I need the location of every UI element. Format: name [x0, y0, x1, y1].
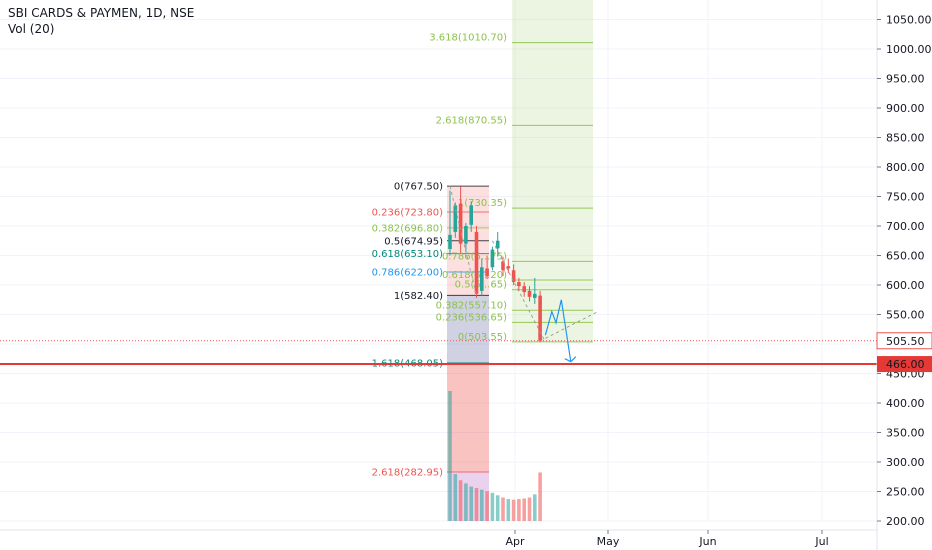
fib-short-label-4: 0.618(653.10) [372, 249, 444, 260]
volume-bars [448, 391, 542, 521]
volume-bar-7 [485, 491, 489, 521]
fib-long-label-3: 0.786(6...75) [442, 251, 507, 262]
candle-body-16 [533, 293, 537, 298]
price-tick-label-300: 300.00 [886, 456, 925, 469]
fib-short-label-8: 2.618(282.95) [372, 468, 444, 479]
price-tick-label-250: 250.00 [886, 486, 925, 499]
volume-bar-13 [517, 499, 521, 521]
symbol-title: SBI CARDS & PAYMEN, 1D, NSE [8, 6, 195, 20]
fib-long-trend-2 [539, 311, 599, 342]
volume-bar-14 [522, 498, 526, 521]
fib-short-trend [449, 186, 477, 296]
candle-body-11 [506, 266, 511, 269]
volume-bar-9 [495, 495, 500, 521]
candle-body-12 [511, 270, 516, 283]
candle-body-2 [458, 203, 463, 244]
time-tick-label-May: May [597, 535, 620, 548]
fib-short-label-5: 0.786(622.00) [372, 268, 444, 279]
projection-arrow [564, 356, 577, 363]
time-tick-label-Jul: Jul [814, 535, 828, 548]
volume-indicator-label[interactable]: Vol (20) [8, 22, 55, 36]
candle-body-17 [538, 295, 542, 341]
candle-body-9 [495, 240, 500, 249]
fib-long-label-0: 3.618(1010.70) [429, 33, 507, 44]
candle-body-7 [485, 268, 489, 277]
support-badge-label: 466.00 [886, 358, 925, 371]
fib-long-label-6: 0.382(557.10) [436, 300, 508, 311]
candle-body-1 [453, 205, 458, 232]
price-tick-label-600: 600.00 [886, 279, 925, 292]
fib-short-label-6: 1(582.40) [394, 291, 443, 302]
fib-long-label-7: 0.236(536.65) [436, 312, 508, 323]
fib-short-blue-zone [447, 295, 489, 363]
fib-short-label-2: 0.382(696.80) [372, 223, 444, 234]
volume-bar-15 [527, 497, 532, 521]
price-tick-label-950: 950.00 [886, 73, 925, 86]
price-tick-label-700: 700.00 [886, 220, 925, 233]
volume-bar-1 [453, 474, 458, 521]
fib-long-trend [491, 240, 546, 343]
grid [0, 0, 877, 522]
price-tick-label-650: 650.00 [886, 250, 925, 263]
price-tick-label-400: 400.00 [886, 397, 925, 410]
candle-body-5 [474, 231, 479, 294]
candles [448, 186, 542, 343]
candle-body-14 [522, 286, 526, 293]
candle-body-4 [469, 205, 473, 225]
candle-body-0 [448, 234, 452, 250]
price-axis[interactable]: 200.00250.00300.00350.00400.00450.00500.… [876, 0, 932, 550]
fib-long-label-2: 1(730.35) [458, 198, 507, 209]
volume-bar-10 [501, 497, 505, 521]
fib-long-zone [512, 0, 593, 342]
price-tick-label-1000: 1000.00 [886, 43, 932, 56]
last-price-badge [876, 332, 932, 350]
projection-line [544, 299, 572, 362]
fib-zones [447, 0, 593, 521]
volume-bar-8 [490, 492, 495, 521]
volume-bar-5 [474, 488, 479, 521]
volume-bar-2 [458, 480, 463, 521]
time-tick-label-Apr: Apr [505, 535, 525, 548]
fib-long-label-4: 0.618(5...20) [442, 270, 507, 281]
volume-bar-3 [464, 483, 468, 521]
last-price-badge-label: 505.50 [886, 335, 925, 348]
candle-body-13 [517, 282, 521, 287]
volume-bar-16 [533, 494, 537, 521]
fib-short-label-1: 0.236(723.80) [372, 207, 444, 218]
candle-body-10 [501, 261, 505, 271]
price-tick-label-800: 800.00 [886, 161, 925, 174]
fib-short-label-3: 0.5(674.95) [384, 236, 443, 247]
volume-bar-4 [469, 486, 473, 521]
fib-long-label-1: 2.618(870.55) [436, 115, 508, 126]
time-tick-label-Jun: Jun [698, 535, 716, 548]
price-tick-label-1050: 1050.00 [886, 14, 932, 27]
price-tick-label-350: 350.00 [886, 427, 925, 440]
volume-bar-6 [480, 489, 484, 521]
volume-bar-0 [448, 391, 452, 521]
projection-path [449, 186, 599, 363]
price-tick-label-200: 200.00 [886, 515, 925, 528]
candle-body-3 [464, 226, 468, 244]
fib-short-ext-zone [447, 362, 489, 473]
candle-body-15 [527, 290, 532, 297]
volume-bar-11 [506, 499, 511, 521]
price-tick-label-750: 750.00 [886, 191, 925, 204]
fib-short-label-0: 0(767.50) [394, 182, 443, 193]
fib-long-label-8: 0(503.55) [458, 332, 507, 343]
volume-bar-17 [538, 472, 542, 521]
price-tick-label-550: 550.00 [886, 309, 925, 322]
price-levels [0, 340, 877, 366]
price-tick-label-850: 850.00 [886, 132, 925, 145]
candle-body-6 [480, 267, 484, 291]
candle-body-8 [490, 249, 495, 268]
time-axis[interactable]: Apr May Jun Jul [0, 529, 877, 548]
price-tick-label-900: 900.00 [886, 102, 925, 115]
volume-bar-12 [511, 499, 516, 521]
support-badge [877, 356, 932, 373]
